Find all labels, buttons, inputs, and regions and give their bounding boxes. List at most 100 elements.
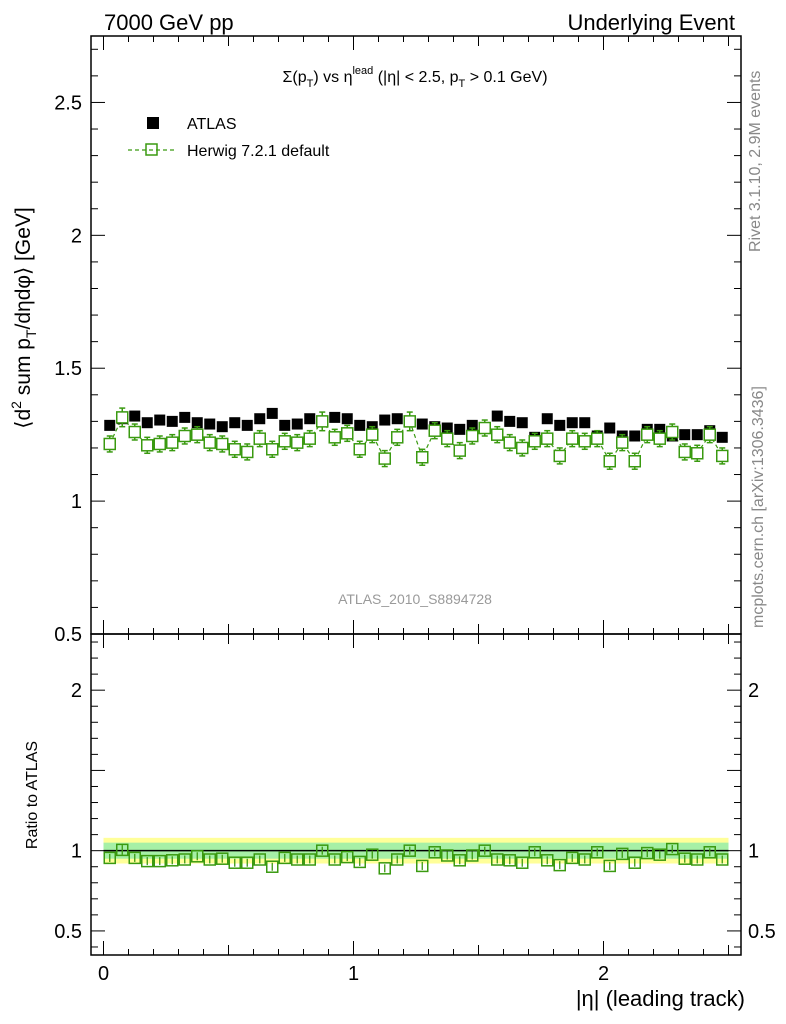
ratio-y-tick-label-left: 0.5 <box>54 921 82 943</box>
ratio-point <box>691 853 704 866</box>
analysis-watermark: ATLAS_2010_S8894728 <box>338 591 492 607</box>
ratio-point <box>391 853 404 866</box>
main-data-marks <box>103 407 729 470</box>
herwig-point <box>591 432 604 445</box>
herwig-point <box>678 445 691 459</box>
ratio-point <box>478 844 491 857</box>
herwig-point <box>291 436 304 449</box>
herwig-point <box>691 447 704 460</box>
ratio-data-marks <box>103 842 729 875</box>
legend-atlas-marker <box>147 117 159 129</box>
herwig-point <box>278 435 291 448</box>
ratio-point <box>628 856 641 869</box>
herwig-point <box>128 425 141 439</box>
title-part-4: (|η| < 2.5, p <box>373 69 458 86</box>
atlas-point <box>491 410 503 422</box>
herwig-point <box>541 432 554 445</box>
ratio-point <box>341 850 354 864</box>
herwig-point <box>403 415 416 428</box>
ratio-y-tick-labels: 0.5 0.5 1 1 2 2 <box>54 680 776 943</box>
header-left: 7000 GeV pp <box>104 10 234 35</box>
x-tick-label: 1 <box>348 963 359 985</box>
herwig-point <box>303 432 316 445</box>
atlas-point <box>454 423 466 435</box>
ratio-point <box>178 853 191 866</box>
herwig-point <box>666 425 679 439</box>
ratio-point <box>103 851 116 865</box>
ylabel-part-3: T <box>23 329 39 338</box>
atlas-point <box>416 418 428 430</box>
herwig-point <box>716 449 729 463</box>
atlas-point <box>204 418 216 430</box>
ratio-y-tick-label-left: 2 <box>71 680 82 702</box>
atlas-point <box>354 419 366 431</box>
ratio-y-axis-label: Ratio to ATLAS <box>24 741 41 849</box>
ratio-point <box>128 851 141 865</box>
rivet-version-label: Rivet 3.1.10, 2.9M events <box>747 71 764 252</box>
ratio-point <box>153 854 166 868</box>
ratio-point <box>603 859 616 873</box>
atlas-point <box>391 413 403 425</box>
legend-herwig-marker <box>145 143 158 156</box>
ratio-point <box>353 855 366 869</box>
main-y-tick-label: 2 <box>71 225 82 247</box>
atlas-point <box>379 414 391 426</box>
herwig-point <box>216 437 229 451</box>
atlas-point <box>566 417 578 429</box>
ratio-point <box>503 854 516 867</box>
atlas-point <box>541 413 553 425</box>
herwig-point <box>578 435 591 448</box>
mcplots-label: mcplots.cern.ch [arXiv:1306.3436] <box>750 386 767 628</box>
title-part-0: Σ(p <box>282 69 306 86</box>
ratio-point <box>541 854 554 867</box>
title-part-1: T <box>307 78 314 90</box>
ratio-y-tick-label-right: 0.5 <box>748 921 776 943</box>
x-tick-label: 0 <box>98 963 109 985</box>
ratio-point <box>366 848 379 861</box>
ratio-point <box>191 850 204 863</box>
x-axis-label: |η| (leading track) <box>576 986 745 1011</box>
herwig-point <box>503 436 516 449</box>
ratio-point <box>241 856 254 869</box>
herwig-point <box>178 429 191 443</box>
atlas-point <box>629 430 641 442</box>
ratio-point <box>653 848 666 861</box>
atlas-point <box>504 415 516 427</box>
atlas-point <box>329 411 341 423</box>
herwig-point <box>116 411 129 424</box>
ratio-y-tick-label-right: 2 <box>748 680 759 702</box>
atlas-point <box>191 417 203 429</box>
main-y-axis-label: ⟨d2 sum pT/dηdφ⟩ [GeV] <box>8 207 39 428</box>
ratio-frame <box>90 633 742 956</box>
main-y-tick-label: 0.5 <box>54 624 82 646</box>
atlas-point <box>166 415 178 427</box>
ratio-point <box>578 853 591 866</box>
ratio-point <box>591 846 604 859</box>
herwig-point <box>266 443 279 456</box>
plot-title: Σ(pT) vs ηlead (|η| < 2.5, pT > 0.1 GeV) <box>282 65 547 90</box>
ratio-point <box>203 853 216 866</box>
main-panel: Σ(pT) vs ηlead (|η| < 2.5, pT > 0.1 GeV)… <box>8 35 742 646</box>
herwig-point <box>516 441 529 455</box>
herwig-point <box>378 452 391 465</box>
ratio-point <box>403 844 416 857</box>
ratio-point <box>141 854 154 868</box>
main-y-tick-label: 2.5 <box>54 92 82 114</box>
atlas-point <box>104 419 116 431</box>
herwig-point <box>203 436 216 449</box>
ylabel-part-1: 2 <box>8 401 24 409</box>
herwig-point <box>453 444 466 457</box>
ratio-point <box>678 852 691 865</box>
atlas-point <box>229 417 241 429</box>
ratio-x-tick-labels: 0 1 2 <box>98 963 609 985</box>
herwig-point <box>628 454 641 468</box>
herwig-point <box>641 428 654 441</box>
herwig-point <box>566 432 579 445</box>
ratio-y-tick-label-right: 1 <box>748 841 759 863</box>
ratio-point <box>428 846 441 859</box>
x-tick-label: 2 <box>598 963 609 985</box>
ratio-point <box>703 846 716 859</box>
herwig-point <box>316 415 329 428</box>
atlas-point <box>341 413 353 425</box>
